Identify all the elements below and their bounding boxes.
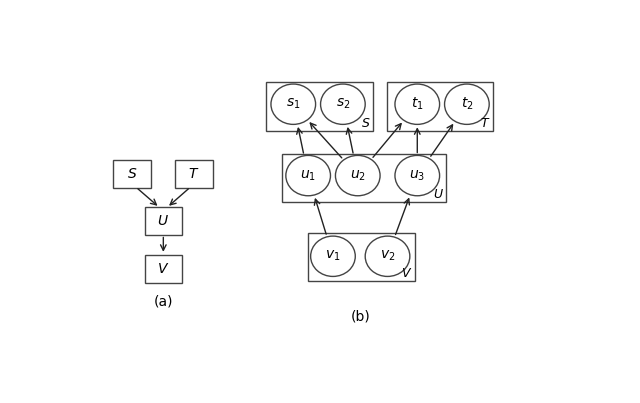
Text: $u_3$: $u_3$ [409, 168, 426, 183]
Ellipse shape [321, 84, 365, 125]
Text: $u_1$: $u_1$ [300, 168, 316, 183]
Text: $\mathit{S}$: $\mathit{S}$ [360, 117, 370, 130]
Text: $\mathit{S}$: $\mathit{S}$ [127, 167, 137, 181]
Text: $s_1$: $s_1$ [286, 97, 301, 111]
Text: (b): (b) [350, 310, 370, 324]
Bar [282, 154, 446, 202]
Bar [266, 83, 372, 131]
Bar [145, 207, 182, 235]
Text: $\mathit{T}$: $\mathit{T}$ [188, 167, 200, 181]
Ellipse shape [335, 156, 380, 196]
Text: $u_2$: $u_2$ [349, 168, 366, 183]
Text: $\mathit{T}$: $\mathit{T}$ [480, 117, 490, 130]
Ellipse shape [445, 84, 489, 125]
Bar [387, 83, 493, 131]
Text: (a): (a) [154, 294, 173, 308]
Text: $\mathit{U}$: $\mathit{U}$ [433, 188, 444, 202]
Text: $t_1$: $t_1$ [411, 96, 424, 112]
Text: $\mathit{U}$: $\mathit{U}$ [157, 214, 169, 228]
Bar [145, 255, 182, 283]
Text: $v_1$: $v_1$ [325, 249, 340, 264]
Ellipse shape [395, 156, 440, 196]
Text: $t_2$: $t_2$ [461, 96, 473, 112]
Ellipse shape [395, 84, 440, 125]
Bar [308, 233, 415, 281]
Text: $s_2$: $s_2$ [335, 97, 350, 111]
Text: $v_2$: $v_2$ [380, 249, 396, 264]
Bar [175, 160, 212, 188]
Ellipse shape [365, 236, 410, 276]
Ellipse shape [271, 84, 316, 125]
Bar [113, 160, 150, 188]
Ellipse shape [286, 156, 330, 196]
Text: $\mathit{V}$: $\mathit{V}$ [157, 262, 170, 276]
Ellipse shape [310, 236, 355, 276]
Text: $\mathit{V}$: $\mathit{V}$ [401, 268, 412, 280]
